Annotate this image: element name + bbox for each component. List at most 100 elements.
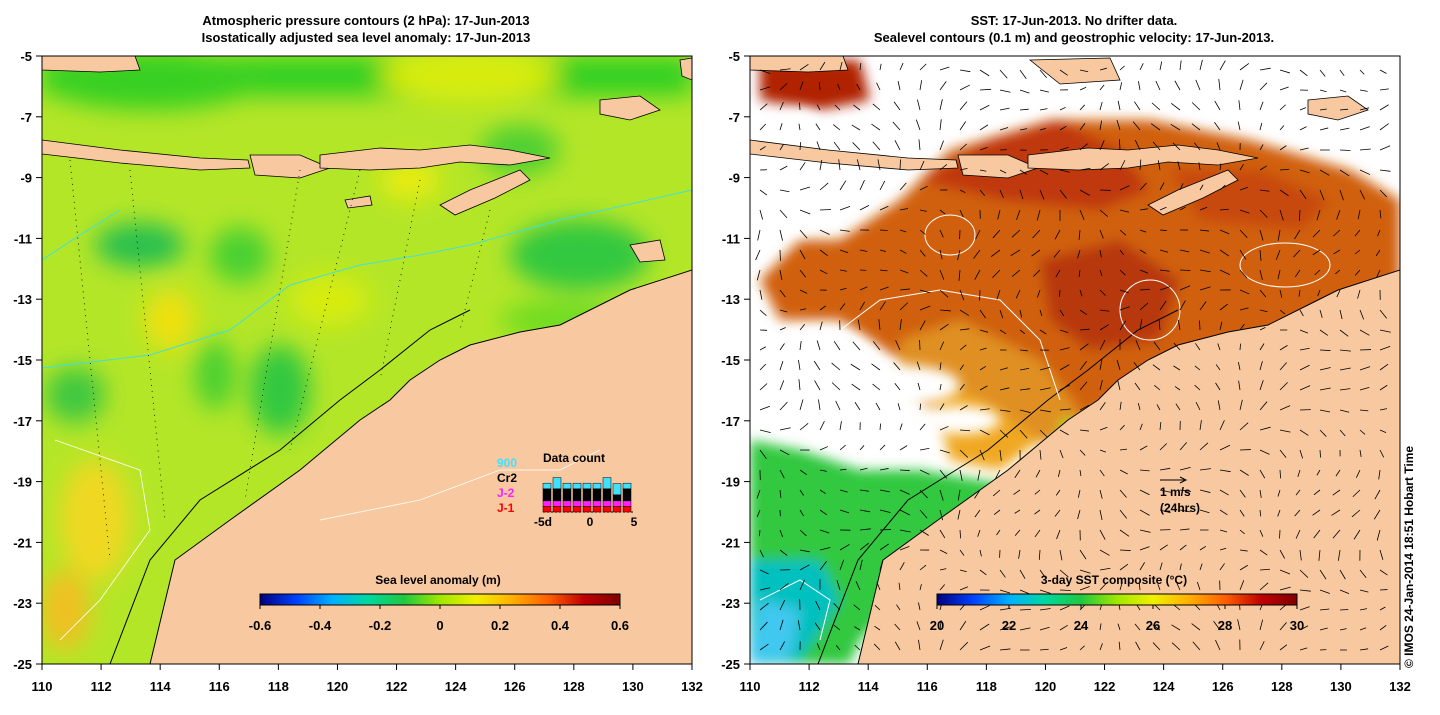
right-colorbar-tick-label: 30 (1290, 618, 1304, 633)
data-count-bar-j1 (623, 506, 631, 512)
left-x-tick-label: 114 (150, 679, 172, 694)
velocity-arrow (1320, 450, 1321, 458)
right-colorbar-tick-label: 22 (1002, 618, 1016, 633)
left-y-tick-label: -25 (13, 657, 32, 672)
data-count-bar-cr2 (563, 489, 571, 501)
left-x-tick-label: 112 (91, 679, 112, 694)
right-colorbar-tick-label: 24 (1074, 618, 1089, 633)
data-count-bar-j2 (603, 501, 611, 507)
left-colorbar-tick-label: 0.2 (491, 618, 509, 633)
left-colorbar (260, 594, 620, 605)
data-count-bar-j1 (543, 506, 551, 512)
data-count-legend-item: J-1 (497, 501, 515, 515)
data-count-bar-j1 (573, 506, 581, 512)
left-colorbar-tick-label: 0.6 (611, 618, 629, 633)
data-count-bar-cr2 (543, 489, 551, 501)
right-x-tick-label: 116 (917, 679, 938, 694)
velocity-arrow (820, 209, 831, 210)
right-y-tick-label: -7 (728, 110, 740, 125)
velocity-arrow (1340, 609, 1348, 610)
velocity-arrow (1060, 590, 1071, 591)
left-y-tick-label: -17 (13, 414, 32, 429)
left-x-tick-label: 120 (327, 679, 349, 694)
left-map (40, 50, 692, 664)
left-x-tick-label: 128 (563, 679, 585, 694)
left-y-tick-label: -11 (14, 231, 32, 246)
left-colorbar-tick-label: -0.2 (369, 618, 391, 633)
data-count-bar-e900 (613, 484, 621, 495)
data-count-bar-e900 (553, 478, 561, 489)
left-y-tick-label: -13 (13, 292, 32, 307)
data-count-bar-j2 (563, 501, 571, 507)
left-x-tick-label: 132 (681, 679, 703, 694)
left-x-tick-label: 118 (268, 679, 289, 694)
right-y-tick-label: -17 (721, 414, 740, 429)
left-colorbar-tick-label: -0.4 (309, 618, 332, 633)
data-count-bar-j2 (593, 501, 601, 507)
right-colorbar-label: 3-day SST composite (°C) (1041, 573, 1187, 587)
data-count-bar-cr2 (593, 489, 601, 501)
velocity-scale-value: 1 m/s (1160, 485, 1191, 499)
right-y-tick-label: -21 (721, 535, 740, 550)
data-count-bar-e900 (563, 483, 571, 489)
velocity-arrow (1180, 270, 1190, 271)
data-count-bar-cr2 (623, 489, 631, 501)
data-count-bar-j2 (553, 501, 561, 507)
right-y-tick-label: -19 (721, 475, 740, 490)
data-count-bar-j1 (563, 506, 571, 512)
right-colorbar-tick-label: 28 (1218, 618, 1232, 633)
right-x-tick-label: 120 (1035, 679, 1057, 694)
left-borneo-edge (42, 56, 140, 72)
left-x-tick-label: 116 (209, 679, 230, 694)
left-y-tick-label: -21 (13, 535, 32, 550)
right-y-tick-label: -15 (721, 353, 740, 368)
data-count-legend-item: Cr2 (497, 471, 517, 485)
velocity-scale-note: (24hrs) (1160, 501, 1200, 515)
velocity-arrow (1059, 290, 1060, 297)
left-x-tick-label: 130 (622, 679, 644, 694)
left-x-tick-label: 126 (504, 679, 526, 694)
velocity-arrow (1240, 344, 1241, 350)
data-count-legend-item: J-2 (497, 486, 515, 500)
right-y-tick-label: -9 (728, 171, 740, 186)
data-count-bar-cr2 (573, 489, 581, 501)
data-count-bar-j1 (583, 506, 591, 512)
velocity-arrow (1160, 230, 1167, 231)
velocity-arrow (900, 470, 910, 471)
data-count-legend-item: 900 (497, 456, 517, 470)
data-count-bar-e900 (593, 483, 601, 489)
right-x-tick-label: 126 (1212, 679, 1234, 694)
data-count-bar-j1 (553, 506, 561, 512)
right-x-tick-label: 114 (858, 679, 880, 694)
right-x-tick-label: 132 (1389, 679, 1411, 694)
left-y-tick-label: -23 (13, 596, 32, 611)
data-count-bar-e900 (543, 483, 551, 489)
data-count-bar-e900 (583, 483, 591, 489)
left-title-line2: Isostatically adjusted sea level anomaly… (202, 30, 531, 45)
left-y-tick-label: -15 (13, 353, 32, 368)
left-x-tick-label: 124 (445, 679, 467, 694)
right-y-tick-label: -25 (721, 657, 740, 672)
right-title-line1: SST: 17-Jun-2013. No drifter data. (971, 13, 1178, 28)
data-count-bar-cr2 (603, 489, 611, 501)
velocity-arrow (1120, 550, 1131, 551)
data-count-bar-j2 (623, 501, 631, 507)
right-x-tick-label: 128 (1271, 679, 1293, 694)
left-y-tick-label: -5 (20, 49, 32, 64)
right-y-tick-label: -23 (721, 596, 740, 611)
data-count-bar-j1 (593, 506, 601, 512)
right-colorbar (937, 594, 1297, 605)
right-x-tick-label: 110 (740, 679, 761, 694)
velocity-arrow (1199, 320, 1200, 330)
right-title-line2: Sealevel contours (0.1 m) and geostrophi… (874, 30, 1274, 45)
right-x-tick-label: 122 (1094, 679, 1116, 694)
left-x-tick-label: 122 (386, 679, 408, 694)
data-count-bar-j1 (603, 506, 611, 512)
data-count-bar-cr2 (613, 495, 621, 501)
data-count-bar-cr2 (583, 489, 591, 501)
right-colorbar-tick-label: 20 (930, 618, 944, 633)
data-count-bar-e900 (623, 483, 631, 489)
left-colorbar-tick-label: 0.4 (551, 618, 570, 633)
